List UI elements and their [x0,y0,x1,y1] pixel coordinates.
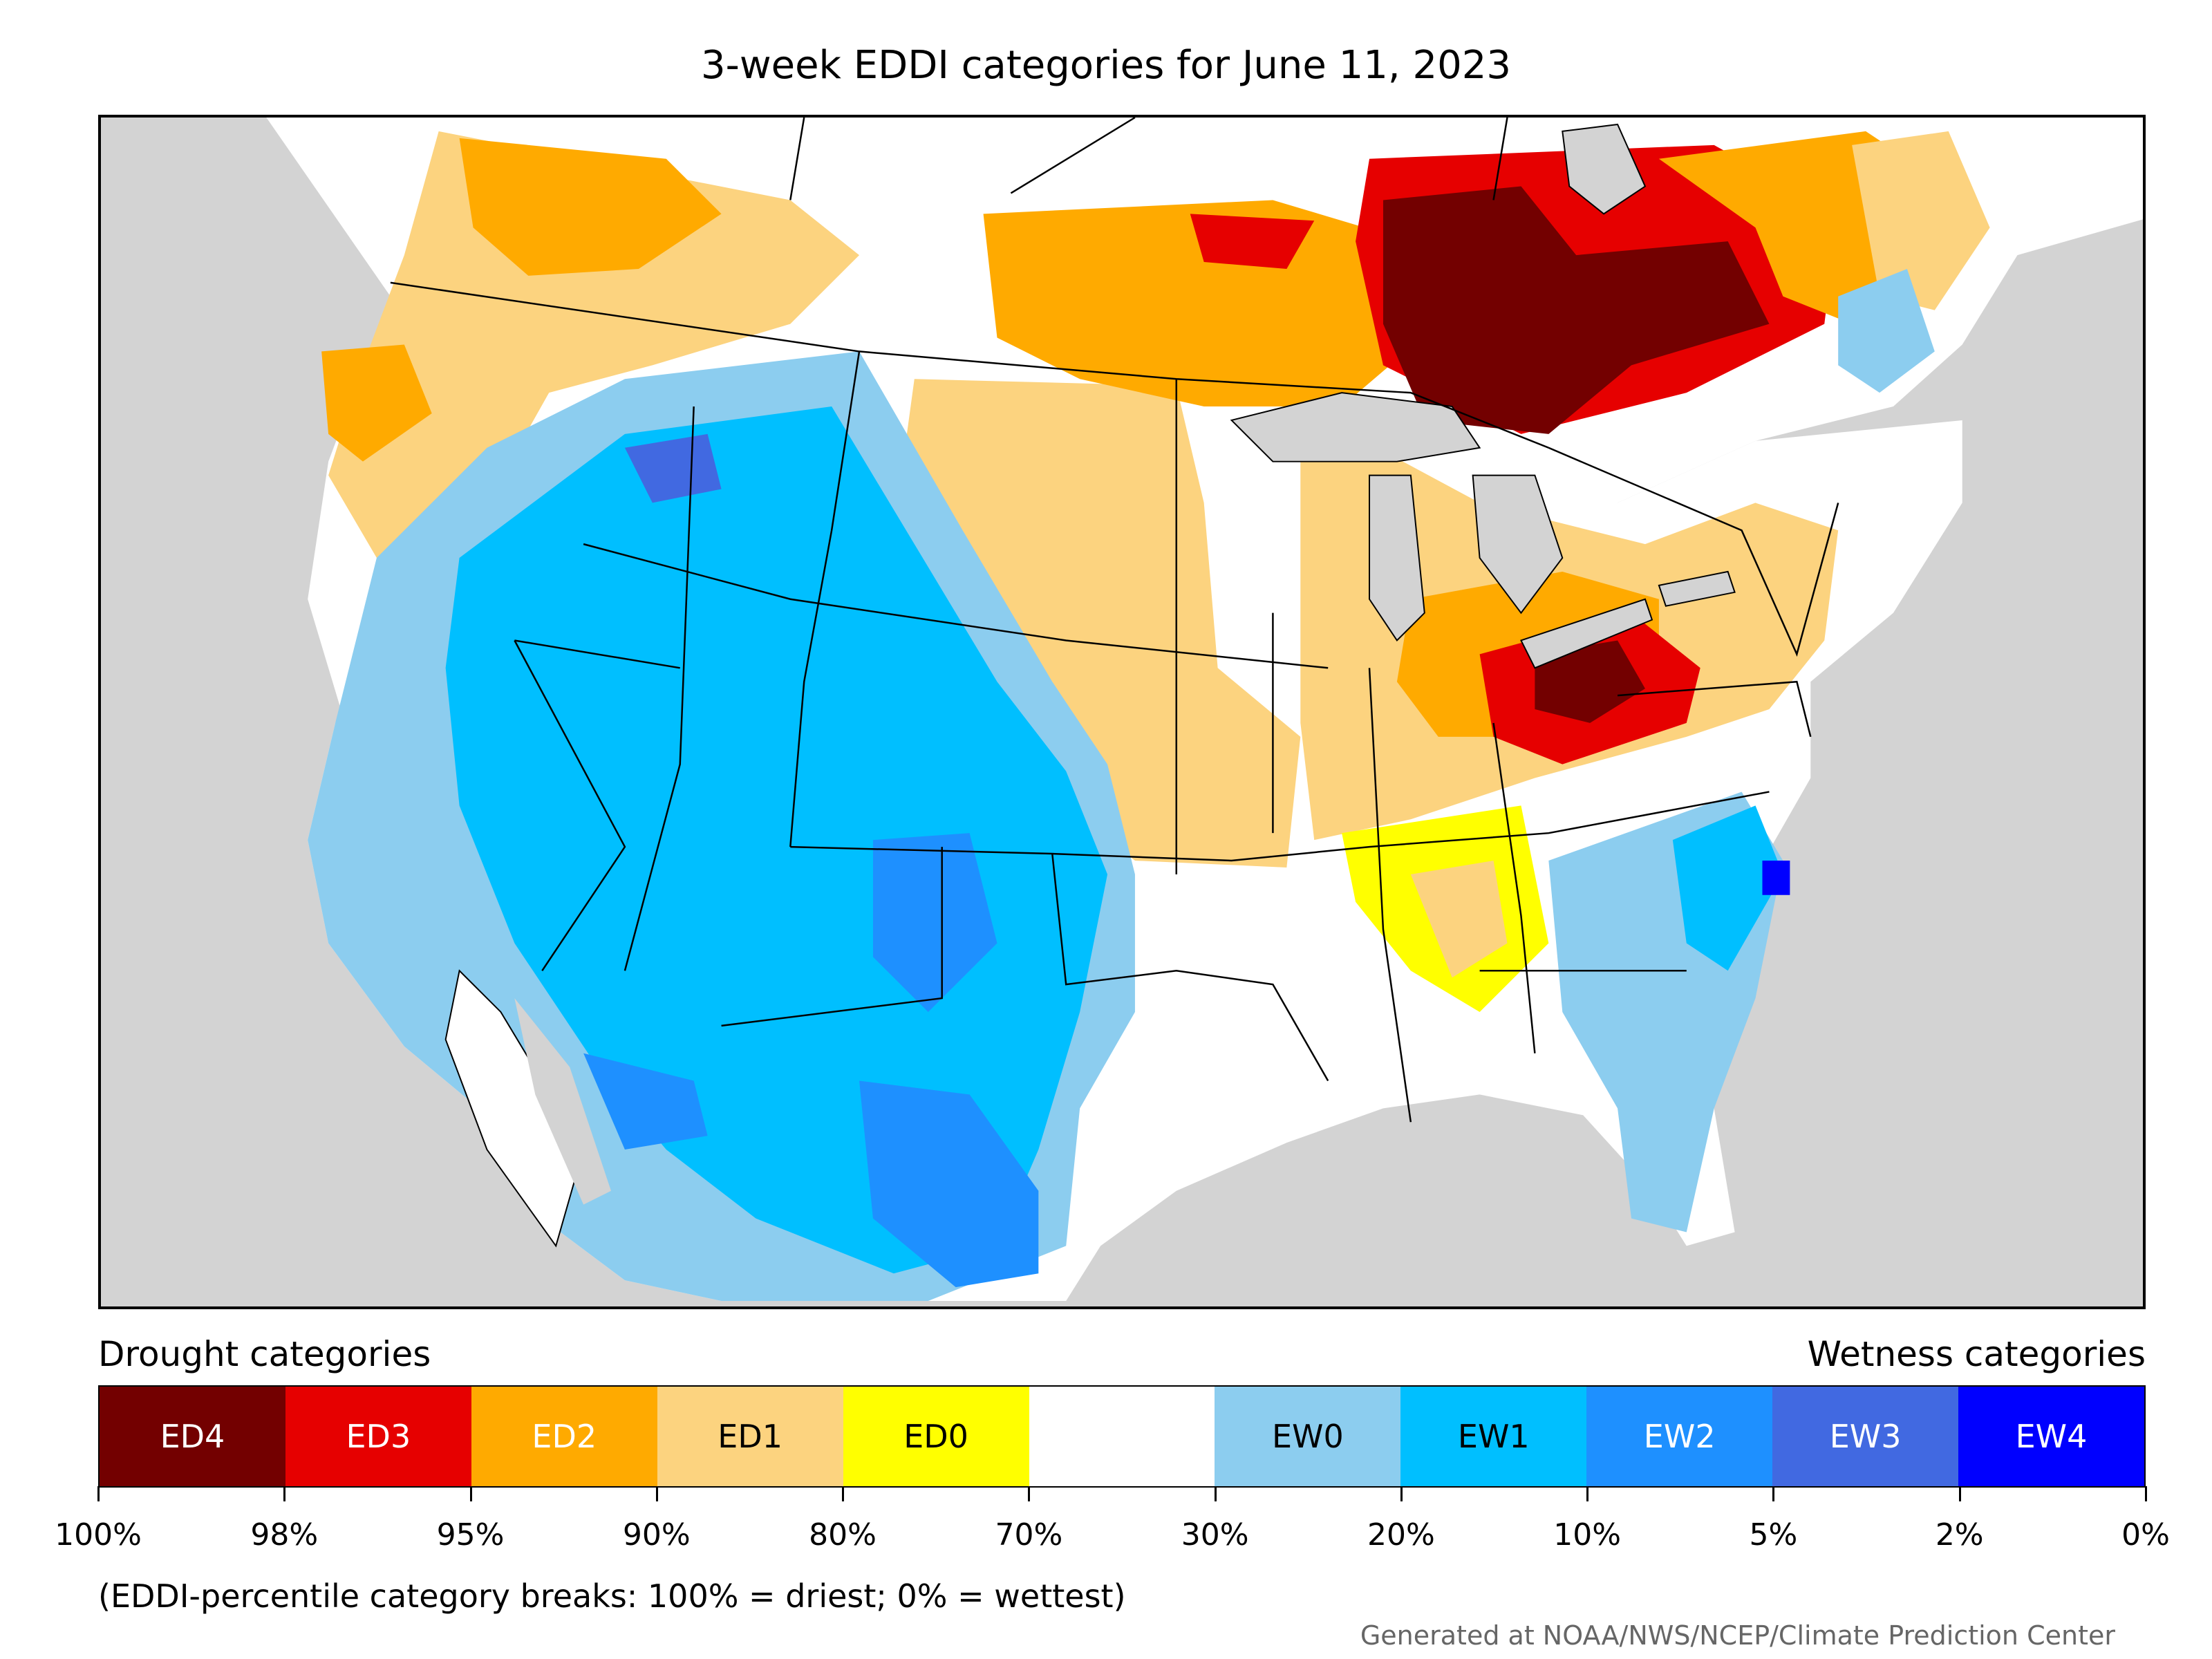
ed1-alabama [1410,861,1508,978]
ed2-oregon [321,344,432,462]
colorbar-tick-label: 100% [55,1517,142,1553]
map-title: 3-week EDDI categories for June 11, 2023 [701,43,1511,88]
drought-categories-label: Drought categories [98,1334,431,1374]
colorbar-tick-label: 95% [436,1517,505,1553]
ed1-plains [893,379,1301,868]
colorbar-tick [283,1486,286,1501]
colorbar-tick [97,1486,100,1501]
ew1-carolinas [1672,805,1783,971]
lake-superior [1230,392,1481,462]
ew1-west [445,406,1108,1274]
hudson-bay-inlet [1562,123,1647,215]
colorbar-tick-label: 80% [809,1517,877,1553]
colorbar-tick [655,1486,658,1501]
credit-text: Generated at NOAA/NWS/NCEP/Climate Predi… [1360,1620,2115,1651]
boundary-lines [390,118,1839,1123]
lake-michigan [1369,474,1425,642]
colorbar-segment: ED3 [285,1387,471,1486]
ew2-texas [859,1080,1039,1288]
colorbar-segment: EW1 [1400,1387,1587,1486]
ew0-new-england [1838,268,1935,393]
ed4-ohio [1535,640,1645,723]
colorbar-tick [1028,1486,1031,1501]
category-note: (EDDI-percentile category breaks: 100% =… [98,1577,1126,1615]
ew2-southwest [583,1053,708,1150]
colorbar-segment [1029,1387,1215,1486]
colorbar-tick [2145,1486,2147,1501]
wetness-categories-label: Wetness categories [1807,1334,2146,1374]
colorbar-tick [469,1486,472,1501]
colorbar-segment: EW4 [1958,1387,2144,1486]
colorbar-tick [1586,1486,1589,1501]
colorbar-tick [1772,1486,1775,1501]
ed3-north-central [1190,214,1315,269]
lake-huron [1472,474,1564,615]
colorbar-tick-label: 5% [1749,1517,1798,1553]
colorbar-tick [842,1486,845,1501]
ed2-north-central [983,200,1438,407]
colorbar-tick-label: 0% [2121,1517,2170,1553]
colorbar-tick-label: 2% [1935,1517,1984,1553]
lake-ontario [1658,570,1736,607]
colorbar-tick [1400,1486,1403,1501]
colorbar-segment: ED0 [843,1387,1029,1486]
colorbar-tick-label: 20% [1367,1517,1435,1553]
colorbar-tick [1214,1486,1217,1501]
colorbar-tick-label: 30% [1181,1517,1249,1553]
gulf-of-california [514,998,612,1205]
colorbar-segment: ED2 [471,1387,657,1486]
baja-peninsula [444,969,585,1248]
colorbar-segment: ED4 [100,1387,285,1486]
category-colorbar: ED4 ED3 ED2 ED1 ED0 EW0 EW1 EW2 EW3 EW4 [98,1385,2146,1488]
ew4-carolina-coast [1762,861,1790,895]
colorbar-tick-label: 10% [1553,1517,1622,1553]
ew3-idaho [624,433,722,503]
ed1-quebec [1852,131,1990,310]
eddi-map-canvas [266,118,2143,1302]
colorbar-tick-label: 98% [250,1517,319,1553]
ew2-new-mexico [872,833,997,1012]
eddi-map [98,115,2146,1309]
ed2-northwest [459,138,722,276]
ed1-northwest [328,131,860,559]
colorbar-segment: EW3 [1772,1387,1959,1486]
colorbar-segment: EW0 [1215,1387,1401,1486]
colorbar-segment: EW2 [1586,1387,1773,1486]
colorbar-tick-label: 90% [622,1517,691,1553]
colorbar-tick [1958,1486,1961,1501]
colorbar-tick-label: 70% [995,1517,1063,1553]
lake-erie [1520,598,1653,669]
colorbar-segment: ED1 [657,1387,843,1486]
ed4-ontario [1382,186,1770,434]
